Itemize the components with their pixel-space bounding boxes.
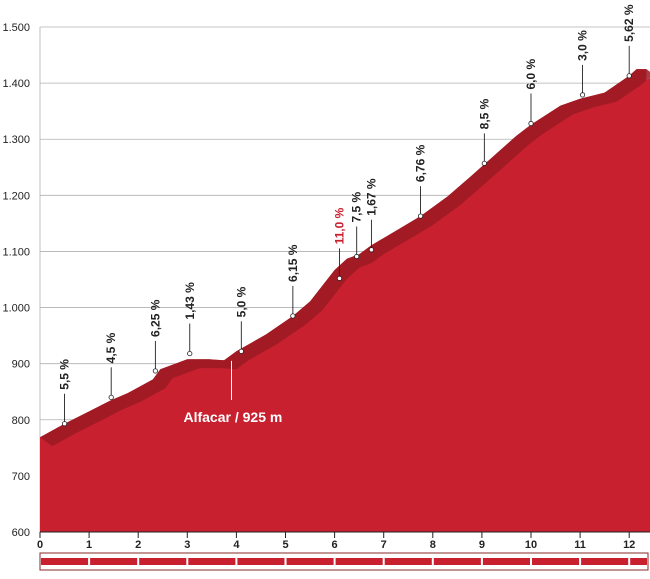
profile-face: [52, 78, 650, 532]
gradient-marker: [187, 350, 193, 357]
gradient-label: 5,0 %: [234, 286, 248, 317]
gradient-label: 11,0 %: [333, 207, 347, 244]
profile-ridge: [40, 69, 650, 447]
km-ruler-segment: [90, 558, 138, 565]
gradient-marker: [108, 394, 114, 400]
gradient-marker: [290, 313, 296, 319]
y-tick-label: 600: [12, 527, 30, 539]
x-tick-label: 5: [282, 539, 288, 551]
gradient-label: 8,5 %: [477, 98, 491, 129]
x-tick-label: 1: [86, 539, 92, 551]
gradient-marker: [238, 348, 244, 354]
y-tick-label: 1.400: [2, 78, 30, 90]
x-tick-label: 10: [525, 539, 537, 551]
y-tick-label: 900: [12, 359, 30, 371]
y-tick-label: 1.100: [2, 246, 30, 258]
gradient-marker: [368, 247, 375, 253]
x-tick-label: 11: [574, 539, 586, 551]
gradient-label: 5,62 %: [622, 4, 636, 42]
gradient-label: 3,0 %: [576, 30, 590, 61]
gradient-label: 1,67 %: [364, 178, 378, 216]
annotation-label: Alfacar / 925 m: [183, 409, 282, 425]
gradient-label: 4,5 %: [104, 332, 118, 363]
gradient-label: 7,5 %: [350, 191, 364, 222]
y-tick-label: 800: [12, 415, 30, 427]
gradient-marker: [354, 253, 360, 260]
gradient-label: 1,43 %: [183, 282, 197, 320]
km-ruler-segment: [482, 558, 530, 565]
y-tick-label: 1.300: [2, 134, 30, 146]
y-tick-label: 1.000: [2, 303, 30, 315]
y-tick-label: 1.500: [2, 22, 30, 34]
gradient-label: 6,0 %: [524, 58, 538, 89]
km-ruler-segment: [581, 558, 629, 565]
gradient-marker: [61, 421, 68, 427]
gradient-marker: [481, 160, 487, 166]
x-tick-label: 0: [37, 539, 43, 551]
x-tick-label: 7: [381, 539, 387, 551]
gradient-marker: [528, 120, 534, 127]
x-tick-label: 9: [479, 539, 485, 551]
gradient-marker: [417, 213, 424, 219]
x-tick-label: 3: [184, 539, 190, 551]
gradient-label: 6,76 %: [414, 144, 428, 182]
gradient-label: 5,5 %: [58, 359, 72, 390]
km-ruler-segment: [384, 558, 432, 565]
x-tick-label: 12: [623, 539, 635, 551]
km-ruler-segment: [433, 558, 481, 565]
gradient-marker: [152, 368, 158, 374]
km-ruler-segment: [335, 558, 383, 565]
gradient-marker: [626, 73, 632, 79]
km-ruler-segment: [188, 558, 236, 565]
km-ruler-segment: [237, 558, 285, 565]
x-tick-label: 6: [332, 539, 338, 551]
gradient-marker: [579, 92, 586, 98]
gradient-marker: [336, 275, 343, 281]
km-ruler-segment: [286, 558, 334, 565]
km-ruler-segment: [139, 558, 187, 565]
y-tick-label: 1.200: [2, 190, 30, 202]
x-tick-label: 8: [430, 539, 436, 551]
x-tick-label: 2: [135, 539, 141, 551]
km-ruler-segment: [532, 558, 580, 565]
gradient-label: 6,15 %: [286, 244, 300, 282]
km-ruler-segment: [630, 558, 647, 565]
gradient-label: 6,25 %: [148, 299, 162, 337]
y-tick-label: 700: [12, 471, 30, 483]
x-tick-label: 4: [233, 539, 240, 551]
km-ruler-segment: [41, 558, 89, 565]
